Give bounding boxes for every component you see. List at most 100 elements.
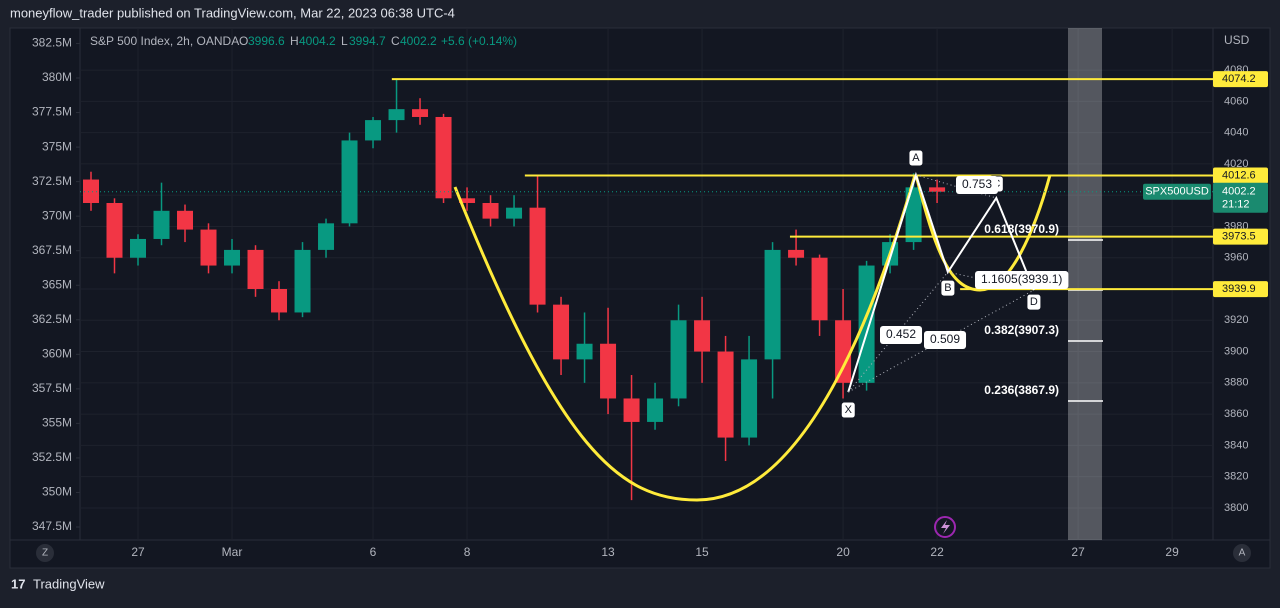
- candle-body: [764, 249, 781, 360]
- y-tick-label: 3820: [1224, 471, 1248, 483]
- level-label: 3939.9: [1222, 283, 1256, 295]
- candle-body: [576, 343, 593, 360]
- candle-body: [459, 198, 476, 203]
- price-badge: [1213, 182, 1268, 213]
- countdown-label: 21:12: [1222, 199, 1250, 211]
- candle-body: [82, 179, 99, 203]
- ratio-badge: [956, 176, 999, 194]
- x-tick-label: Mar: [222, 545, 243, 559]
- ratio-label: 0.452: [886, 327, 916, 341]
- ratio-badge: [975, 271, 1069, 289]
- candle-body: [553, 304, 570, 360]
- y-tick-label: 4040: [1224, 127, 1248, 139]
- y2-tick-label: 347.5M: [32, 519, 72, 533]
- pattern-ratio-line: [848, 289, 1035, 393]
- y-tick-label: 4020: [1224, 158, 1248, 170]
- y-tick-label: 3860: [1224, 408, 1248, 420]
- publisher: moneyflow_trader published on TradingVie…: [10, 5, 455, 20]
- candle-body: [717, 351, 734, 438]
- event-icon: [941, 520, 950, 534]
- point-badge: [840, 401, 856, 419]
- x-tick-label: 6: [370, 545, 377, 559]
- brand[interactable]: TradingView: [33, 576, 105, 591]
- y2-tick-label: 377.5M: [32, 105, 72, 119]
- ratio-label: 0.236(3867.9): [984, 383, 1059, 397]
- x-tick-label: 8: [464, 545, 471, 559]
- candle-body: [130, 238, 147, 258]
- price-label: 4002.2: [1222, 186, 1256, 198]
- candle-body: [224, 249, 241, 266]
- candle-body: [106, 202, 123, 258]
- x-tick-label: 27: [1071, 545, 1085, 559]
- x-tick-label: 27: [131, 545, 145, 559]
- point-badge: [940, 279, 956, 297]
- event-icon[interactable]: [934, 516, 956, 538]
- point-label: D: [1030, 296, 1038, 308]
- candle-body: [435, 116, 452, 199]
- candle-body: [811, 257, 828, 321]
- candle-body: [177, 210, 194, 230]
- level-badge: [1213, 281, 1268, 298]
- legend-change: +5.6 (+0.14%): [441, 34, 517, 48]
- level-label: 4074.2: [1222, 73, 1256, 85]
- legend-value: 3994.7: [349, 34, 386, 48]
- candle-body: [341, 140, 358, 224]
- point-label: B: [944, 282, 951, 294]
- legend-label: L: [341, 34, 348, 48]
- ratio-label: 0.753: [962, 177, 992, 191]
- symbol-badge: [1143, 183, 1211, 200]
- candle-body: [247, 249, 264, 290]
- symbol-label: SPX500USD: [1145, 186, 1209, 198]
- logo-icon: 17: [11, 576, 25, 591]
- ratio-label: 0.618(3970.9): [984, 222, 1059, 236]
- y-tick-label: 3900: [1224, 345, 1248, 357]
- level-badge: [1213, 167, 1268, 184]
- candle-body: [482, 202, 499, 219]
- point-label: A: [912, 152, 920, 164]
- candle-body: [294, 249, 311, 313]
- legend-label: O: [239, 34, 248, 48]
- date-range-shade: [1068, 28, 1102, 540]
- candle-body: [388, 109, 405, 121]
- ratio-badge: [924, 331, 967, 349]
- legend-label: C: [391, 34, 400, 48]
- candle-body: [670, 320, 687, 399]
- x-tick-label: 13: [601, 545, 615, 559]
- candle-body: [200, 229, 217, 266]
- x-tick-label: 22: [930, 545, 944, 559]
- candle-body: [858, 265, 875, 383]
- candle-body: [741, 359, 758, 438]
- y2-tick-label: 360M: [42, 346, 72, 360]
- point-badge: [908, 149, 924, 167]
- legend-symbol: S&P 500 Index, 2h, OANDA: [90, 34, 239, 48]
- candle-body: [529, 207, 546, 305]
- level-badge: [1213, 228, 1268, 245]
- x-tick-label: 20: [836, 545, 850, 559]
- legend: S&P 500 Index, 2h, OANDA O 3996.6 H 4004…: [90, 34, 517, 48]
- legend-value: 4004.2: [299, 34, 336, 48]
- y-tick-label: 3960: [1224, 252, 1248, 264]
- y2-tick-label: 352.5M: [32, 450, 72, 464]
- auto-scale-button[interactable]: [1233, 544, 1251, 562]
- y2-tick-label: 362.5M: [32, 312, 72, 326]
- y-tick-label: 3800: [1224, 502, 1248, 514]
- y-tick-label: 3920: [1224, 314, 1248, 326]
- legend-value: 4002.2: [400, 34, 437, 48]
- y2-tick-label: 357.5M: [32, 381, 72, 395]
- candle-body: [506, 207, 523, 219]
- legend-label: H: [290, 34, 299, 48]
- x-tick-label: 15: [695, 545, 709, 559]
- candle-body: [623, 398, 640, 422]
- zoom-button[interactable]: [36, 544, 54, 562]
- y2-tick-label: 365M: [42, 277, 72, 291]
- candle-body: [694, 320, 711, 352]
- y-tick-label: 3840: [1224, 439, 1248, 451]
- cup-drawing: [453, 174, 917, 502]
- candle-body: [905, 187, 922, 243]
- candle-body: [929, 187, 946, 192]
- y2-tick-label: 375M: [42, 139, 72, 153]
- y-tick-label: 4060: [1224, 95, 1248, 107]
- ratio-badge: [880, 326, 923, 344]
